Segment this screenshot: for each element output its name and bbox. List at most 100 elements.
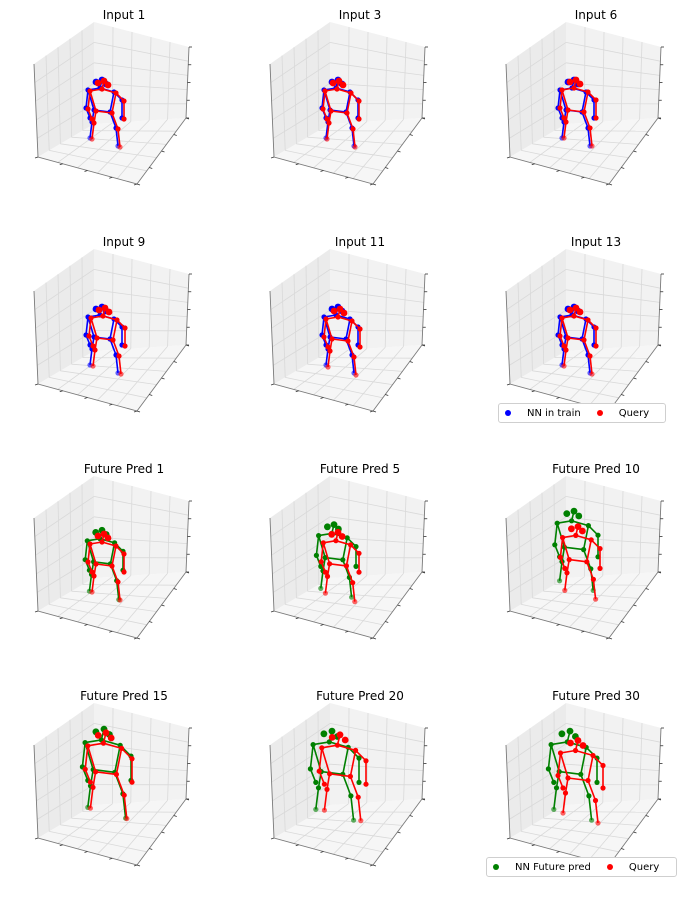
joint-point [95,732,102,739]
joint-point [348,774,353,779]
joint-point [129,756,134,761]
joint-point [560,810,565,815]
panel-future-pred-10: Future Pred 10 [496,476,691,676]
tick [373,411,376,412]
joint-point [546,766,551,771]
joint-point [353,372,358,377]
joint-point [597,546,602,551]
tick [606,638,609,639]
joint-point [363,782,368,787]
tick [35,611,38,612]
joint-point [589,143,594,148]
joint-point [109,110,114,115]
joint-point [559,730,566,737]
joint-point [569,518,574,523]
tick [109,858,112,859]
tick [174,589,177,590]
tick [271,611,274,612]
tick [296,845,299,846]
legend-entry: Query [597,408,649,419]
joint-point [585,778,590,783]
joint-point [350,580,355,585]
joint-point [323,591,328,596]
joint-point [99,539,104,544]
tick [85,852,88,853]
tick [634,151,637,152]
joint-point [95,533,102,540]
joint-point [561,135,566,140]
axes-box [34,703,192,866]
tick [162,832,165,833]
tick [410,816,413,817]
joint-point [321,334,326,339]
joint-point [571,508,578,515]
joint-point [327,771,332,776]
legend-marker-icon [505,410,511,416]
joint-point [600,763,605,768]
panel-input-9: Input 9 [24,249,224,449]
joint-point [335,743,340,748]
joint-point [593,343,598,348]
joint-point [356,116,361,121]
tick [609,638,612,639]
joint-point [345,338,350,343]
tick [634,832,637,833]
axes-box [270,476,428,639]
joint-point [122,793,127,798]
joint-point [577,309,584,316]
tick [398,151,401,152]
tick [174,816,177,817]
joint-point [322,782,327,787]
back-pane [330,249,425,351]
tick [271,384,274,385]
tick [646,362,649,363]
joint-point [113,90,118,95]
joint-point [557,578,562,583]
tick [609,184,612,185]
tick [85,398,88,399]
joint-point [319,559,324,564]
joint-point [327,561,332,566]
joint-point [356,795,361,800]
panel-title: Future Pred 30 [496,689,691,703]
joint-point [593,115,598,120]
tick [385,395,388,396]
tick [35,838,38,839]
joint-point [356,551,361,556]
joint-point [105,535,112,542]
joint-point [334,86,339,91]
joint-point [353,748,358,753]
joint-point [557,333,562,338]
tick [60,618,63,619]
joint-point [577,81,584,88]
joint-point [115,126,120,131]
joint-point [124,816,129,821]
joint-point [351,354,356,359]
tick [174,362,177,363]
joint-point [564,570,569,575]
joint-point [337,731,344,738]
joint-point [323,316,328,321]
joint-point [117,144,122,149]
joint-point [327,348,332,353]
joint-point [561,363,566,368]
joint-point [352,144,357,149]
joint-point [109,563,114,568]
joint-point [331,308,338,315]
panel-title: Input 11 [260,235,460,249]
tick [557,398,560,399]
joint-point [600,785,605,790]
joint-point [320,106,325,111]
tick [137,638,140,639]
joint-point [565,335,570,340]
joint-point [89,136,94,141]
joint-point [595,820,600,825]
joint-point [562,566,567,571]
joint-point [589,371,594,376]
tick [507,384,510,385]
panel-title: Input 6 [496,8,691,22]
joint-point [590,753,595,758]
joint-point [335,314,340,319]
joint-point [116,353,121,358]
axes-3d [496,476,691,676]
